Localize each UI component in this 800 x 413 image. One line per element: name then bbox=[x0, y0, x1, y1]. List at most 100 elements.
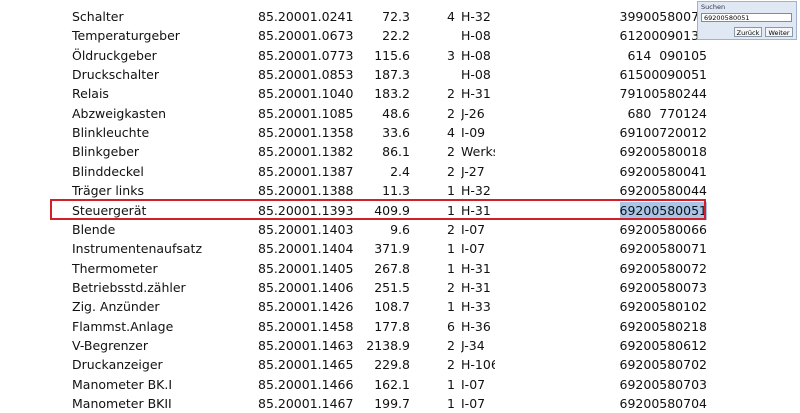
part-number: 69200580018 bbox=[619, 144, 707, 160]
part-name: Temperaturgeber bbox=[72, 28, 180, 44]
weight: 187.3 bbox=[374, 67, 410, 83]
location: I-09 bbox=[461, 125, 486, 141]
part-number: 61200090132 bbox=[619, 28, 707, 44]
weight: 162.1 bbox=[374, 376, 410, 392]
part-name: Thermometer bbox=[72, 260, 158, 276]
weight: 108.7 bbox=[374, 299, 410, 315]
quantity: 1 bbox=[447, 202, 455, 218]
weight: 2.4 bbox=[390, 163, 410, 179]
location: I-07 bbox=[461, 396, 486, 411]
weight: 371.9 bbox=[374, 241, 410, 257]
part-code: 85.20001.1426 bbox=[258, 299, 354, 315]
weight: 115.6 bbox=[374, 47, 410, 63]
part-number: 69200580073 bbox=[619, 279, 707, 295]
quantity: 2 bbox=[447, 86, 455, 102]
location: H-31 bbox=[461, 279, 491, 295]
part-name: Betriebsstd.zähler bbox=[72, 279, 186, 295]
location: H-31 bbox=[461, 86, 491, 102]
quantity: 1 bbox=[447, 396, 455, 411]
weight: 199.7 bbox=[374, 396, 410, 411]
part-number: 69200580051 bbox=[619, 201, 707, 220]
weight: 86.1 bbox=[382, 144, 410, 160]
location: H-31 bbox=[461, 260, 491, 276]
location: H-08 bbox=[461, 28, 491, 44]
part-code: 85.20001.1466 bbox=[258, 376, 354, 392]
weight: 11.3 bbox=[382, 183, 410, 199]
quantity: 2 bbox=[447, 221, 455, 237]
part-name: Blende bbox=[72, 221, 116, 237]
part-number: 79100580244 bbox=[619, 86, 707, 102]
part-code: 85.20001.1465 bbox=[258, 357, 354, 373]
part-code: 85.20001.1406 bbox=[258, 279, 354, 295]
part-name: Blinkgeber bbox=[72, 144, 140, 160]
location: H-31 bbox=[461, 202, 491, 218]
part-number: 69200580044 bbox=[619, 183, 707, 199]
part-code: 85.20001.1040 bbox=[258, 86, 354, 102]
quantity: 1 bbox=[447, 183, 455, 199]
quantity: 1 bbox=[447, 376, 455, 392]
quantity: 4 bbox=[447, 125, 455, 141]
part-code: 85.20001.0673 bbox=[258, 28, 354, 44]
part-code: 85.20001.1085 bbox=[258, 105, 354, 121]
weight: 183.2 bbox=[374, 86, 410, 102]
part-code: 85.20001.1387 bbox=[258, 163, 354, 179]
location: I-07 bbox=[461, 241, 486, 257]
part-number: 69200580703 bbox=[619, 376, 707, 392]
location: Werks bbox=[461, 144, 495, 160]
weight: 22.2 bbox=[382, 28, 410, 44]
part-number: 69200580218 bbox=[619, 318, 707, 334]
part-name: Manometer BKII bbox=[72, 396, 172, 411]
part-number: 69100720012 bbox=[619, 125, 707, 141]
part-number: 69200580041 bbox=[619, 163, 707, 179]
quantity: 2 bbox=[447, 357, 455, 373]
weight: 9.6 bbox=[390, 221, 410, 237]
part-code: 85.20001.1358 bbox=[258, 125, 354, 141]
part-code: 85.20001.0773 bbox=[258, 47, 354, 63]
part-number: 69200580702 bbox=[619, 357, 707, 373]
weight: 48.6 bbox=[382, 105, 410, 121]
part-name: Manometer BK.I bbox=[72, 376, 173, 392]
location: H-36 bbox=[461, 318, 491, 334]
location: H-08 bbox=[461, 47, 491, 63]
part-name: Zig. Anzünder bbox=[72, 299, 160, 315]
part-number: 69200580071 bbox=[619, 241, 707, 257]
quantity: 3 bbox=[447, 47, 455, 63]
quantity: 1 bbox=[447, 260, 455, 276]
part-name: Blinddeckel bbox=[72, 163, 144, 179]
part-code: 85.20001.1467 bbox=[258, 396, 354, 411]
part-number: 614 090105 bbox=[627, 47, 707, 63]
location: H-33 bbox=[461, 299, 491, 315]
part-number: 69200580612 bbox=[619, 337, 707, 353]
location: J-26 bbox=[461, 105, 485, 121]
part-name: Steuergerät bbox=[72, 202, 147, 218]
search-panel: Suchen 69200580051 Zurück Weiter bbox=[697, 1, 797, 40]
location: I-07 bbox=[461, 376, 486, 392]
part-code: 85.20001.0241 bbox=[258, 9, 354, 24]
back-button[interactable]: Zurück bbox=[734, 27, 762, 37]
highlight-box bbox=[50, 199, 706, 220]
search-input[interactable]: 69200580051 bbox=[701, 13, 792, 22]
location: H-32 bbox=[461, 9, 491, 24]
part-number: 61500090051 bbox=[619, 67, 707, 83]
quantity: 2 bbox=[447, 279, 455, 295]
part-name: Blinkleuchte bbox=[72, 125, 150, 141]
location: H-08 bbox=[461, 67, 491, 83]
weight: 177.8 bbox=[374, 318, 410, 334]
next-button[interactable]: Weiter bbox=[765, 27, 793, 37]
weight: 267.8 bbox=[374, 260, 410, 276]
weight: 229.8 bbox=[374, 357, 410, 373]
part-name: Relais bbox=[72, 86, 109, 102]
part-name: Druckanzeiger bbox=[72, 357, 163, 373]
quantity: 2 bbox=[447, 163, 455, 179]
part-name: V-Begrenzer bbox=[72, 337, 148, 353]
part-name: Schalter bbox=[72, 9, 124, 24]
weight: 409.9 bbox=[374, 202, 410, 218]
quantity: 6 bbox=[447, 318, 455, 334]
part-code: 85.20001.1458 bbox=[258, 318, 354, 334]
quantity: 2 bbox=[447, 144, 455, 160]
quantity: 1 bbox=[447, 299, 455, 315]
weight: 72.3 bbox=[382, 9, 410, 24]
part-number: 69200580072 bbox=[619, 260, 707, 276]
